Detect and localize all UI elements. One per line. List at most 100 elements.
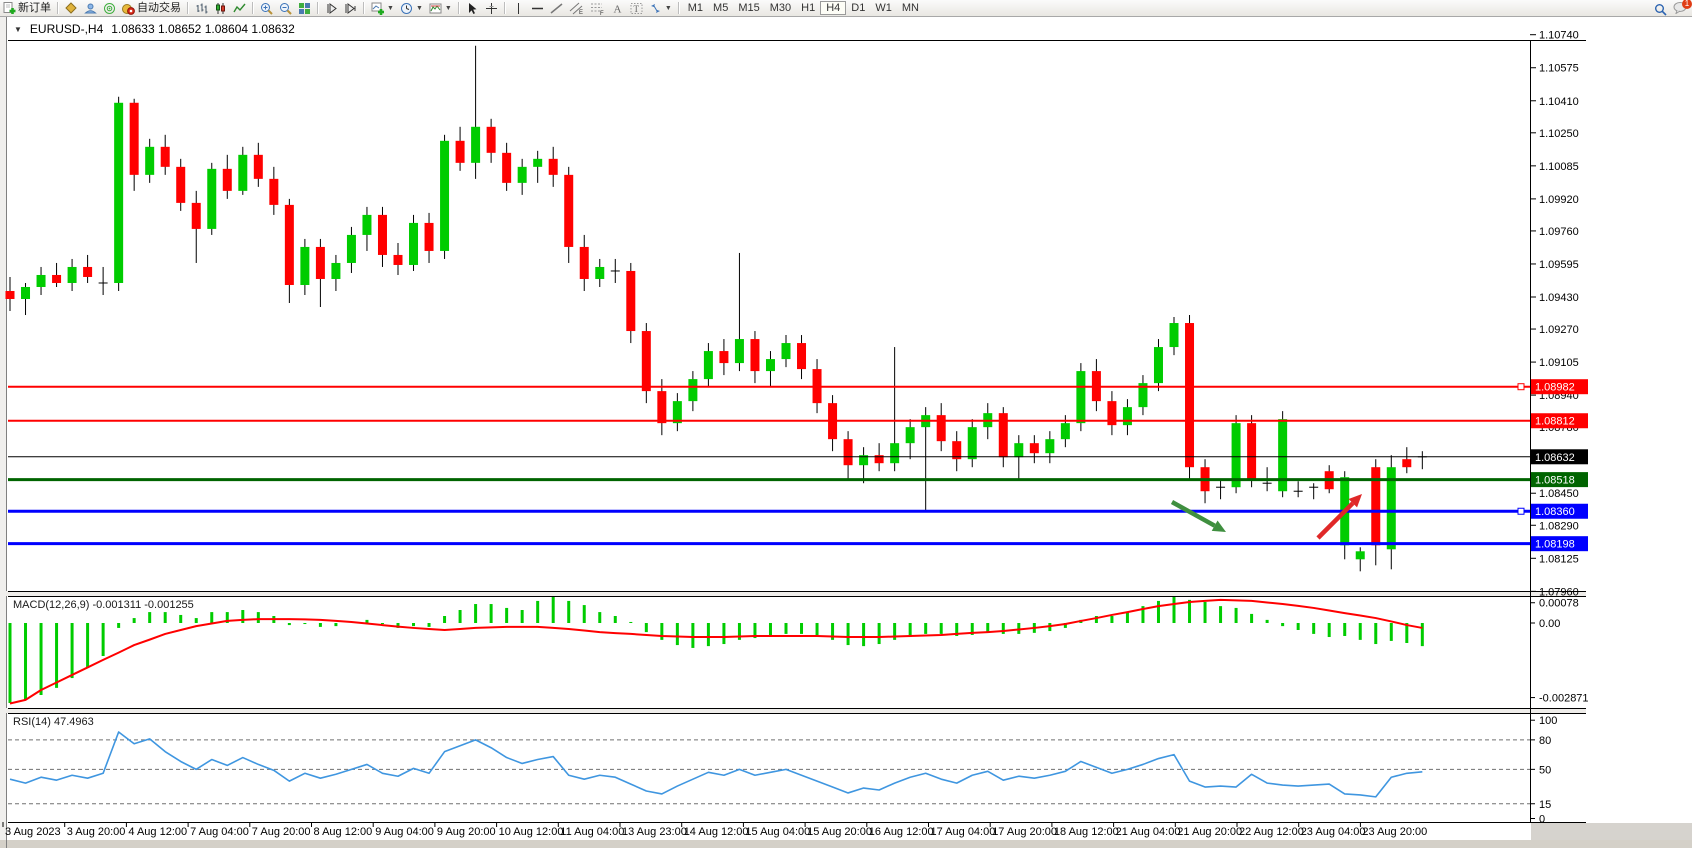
bull-candle: [905, 427, 915, 444]
bull-candle: [346, 234, 356, 263]
cursor-button[interactable]: [463, 1, 482, 16]
tile-windows-button[interactable]: [295, 1, 314, 16]
bull-candle: [1278, 419, 1288, 492]
svg-text:A: A: [613, 3, 621, 15]
timeframe-button-MN[interactable]: MN: [901, 2, 919, 14]
bull-candle: [1060, 423, 1070, 440]
text-label-button[interactable]: T: [627, 1, 646, 16]
arrow-object-up-right[interactable]: [1316, 494, 1362, 540]
profile-button[interactable]: [81, 1, 100, 16]
bar-chart-button[interactable]: [192, 1, 211, 16]
zoom-out-button[interactable]: [276, 1, 295, 16]
timeframe-button-H4[interactable]: H4: [820, 1, 847, 15]
timeframe-button-M15[interactable]: M15: [738, 2, 760, 14]
time-tick-label: 16 Aug 12:00: [869, 826, 934, 838]
styler-button[interactable]: [62, 1, 81, 16]
price-tick-label: 1.10250: [1539, 128, 1579, 140]
time-tick-label: 3 Aug 20:00: [67, 826, 126, 838]
time-tick-label: 21 Aug 20:00: [1177, 826, 1242, 838]
auto-trading-button[interactable]: 自动交易: [119, 1, 184, 16]
text-button[interactable]: A: [608, 1, 627, 16]
horizontal-line-objects[interactable]: [8, 383, 1530, 546]
timeframe-button-M30[interactable]: M30: [769, 2, 792, 14]
candlestick-chart-icon: [216, 2, 225, 14]
bull-candle: [890, 443, 900, 464]
price-tick-label: 1.08125: [1539, 553, 1579, 565]
bear-candle: [502, 152, 512, 183]
candlestick-chart-button[interactable]: [211, 1, 230, 16]
bear-candle: [797, 343, 807, 370]
template-button[interactable]: ▼: [426, 1, 455, 16]
zoom-in-icon: [261, 2, 273, 15]
bear-candle: [657, 391, 667, 424]
equidistant-channel-button[interactable]: E: [566, 1, 587, 16]
bear-candle: [641, 331, 651, 392]
bear-candle: [377, 214, 387, 255]
candles: [5, 45, 1427, 572]
bear-candle: [998, 413, 1008, 458]
macd-indicator-label: MACD(12,26,9) -0.001311 -0.001255: [13, 599, 194, 611]
text-label-icon: T: [630, 2, 643, 14]
rsi-tick-label: 15: [1539, 799, 1551, 811]
arrows-tool-button[interactable]: ▼: [646, 1, 675, 16]
bear-candle: [5, 290, 15, 300]
price-badge: [1531, 449, 1588, 465]
line-chart-button[interactable]: [230, 1, 249, 16]
bull-candle: [734, 339, 744, 364]
timeframe-button-D1[interactable]: D1: [851, 2, 866, 14]
sound-button[interactable]: [100, 1, 119, 16]
chevron-down-icon: ▼: [387, 4, 394, 12]
timeframe-button-M5[interactable]: M5: [713, 2, 729, 14]
profile-icon: [84, 3, 97, 13]
bear-candle: [486, 126, 496, 153]
time-tick-label: 8 Aug 12:00: [314, 826, 373, 838]
timeframe-button-M1[interactable]: M1: [687, 2, 704, 14]
bear-candle: [455, 140, 465, 163]
horizontal-line-button[interactable]: [528, 1, 547, 16]
price-tick-label: 1.10740: [1539, 30, 1579, 42]
vertical-line-button[interactable]: [509, 1, 528, 16]
step-forward-button[interactable]: [322, 1, 341, 16]
zoom-in-button[interactable]: [257, 1, 276, 16]
bull-candle: [1231, 423, 1241, 488]
time-axis[interactable]: 3 Aug 2023 3 Aug 20:00 4 Aug 12:00 7 Aug 04…: [2, 822, 1427, 838]
timeframe-button-H1[interactable]: H1: [801, 2, 816, 14]
svg-text:T: T: [633, 4, 639, 14]
rsi-plot: [9, 731, 1423, 798]
macd-signal-line: [9, 598, 1423, 705]
step-end-button[interactable]: [341, 1, 360, 16]
macd-tick-label: 0.00: [1539, 618, 1560, 630]
toolbar-separator: [317, 2, 319, 14]
arrow-object-down-right[interactable]: [1170, 500, 1226, 532]
timeframe-button-W1[interactable]: W1: [875, 2, 892, 14]
auto-trading-icon: [122, 3, 135, 15]
bear-candle: [160, 146, 170, 167]
toolbar-separator: [363, 2, 365, 14]
new-order-button[interactable]: 新订单: [0, 1, 54, 16]
bear-candle: [626, 270, 636, 332]
time-tick-label: 13 Aug 23:00: [622, 826, 687, 838]
search-icon[interactable]: [1654, 3, 1667, 16]
vertical-line-icon: [517, 2, 519, 14]
bull-candle: [1076, 371, 1086, 424]
price-axis[interactable]: 1.10740 1.10575 1.10410 1.10250 1.10085 1.099…: [1530, 30, 1579, 599]
bull-candle: [1386, 467, 1396, 550]
chat-button[interactable]: 1: [1673, 0, 1692, 17]
add-indicator-button[interactable]: ▼: [368, 1, 397, 16]
fibonacci-button[interactable]: F: [587, 1, 608, 16]
chevron-down-icon: ▼: [415, 4, 423, 12]
collapse-triangle-icon[interactable]: ▼: [14, 24, 22, 34]
price-badge: [1531, 472, 1588, 488]
notification-badge: 1: [1682, 0, 1692, 9]
time-tick-label: 21 Aug 04:00: [1116, 826, 1181, 838]
bull-candle: [300, 246, 310, 285]
trendline-button[interactable]: [547, 1, 566, 16]
bear-candle: [1185, 323, 1195, 468]
price-badge-label: 1.08812: [1535, 416, 1575, 428]
crosshair-button[interactable]: [482, 1, 501, 16]
periods-button[interactable]: ▼: [397, 1, 426, 16]
bear-candle: [579, 246, 589, 279]
template-icon: [429, 3, 442, 13]
time-tick-label: 9 Aug 04:00: [375, 826, 434, 838]
